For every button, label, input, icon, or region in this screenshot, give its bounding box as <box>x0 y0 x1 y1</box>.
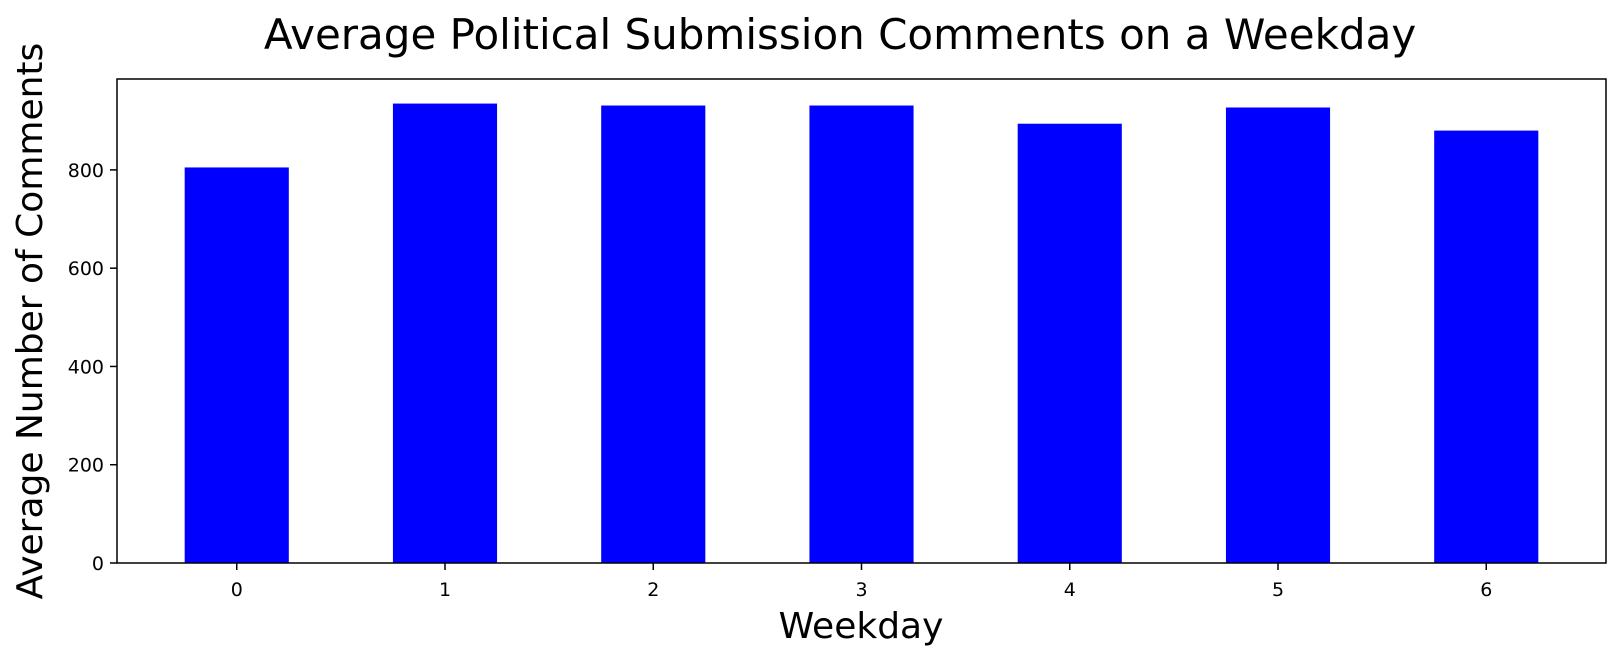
x-tick-label: 2 <box>647 579 659 601</box>
bar-weekday-3 <box>809 105 914 563</box>
x-tick-label: 3 <box>855 579 867 601</box>
y-tick-label: 0 <box>92 553 104 575</box>
y-tick-label: 200 <box>68 455 104 477</box>
x-tick-label: 4 <box>1064 579 1076 601</box>
bar-weekday-5 <box>1225 107 1331 563</box>
x-tick-label: 6 <box>1480 579 1492 601</box>
bar-weekday-1 <box>392 103 498 563</box>
chart-title: Average Political Submission Comments on… <box>264 10 1416 59</box>
bar-weekday-2 <box>601 105 706 563</box>
x-axis-label: Weekday <box>779 606 944 647</box>
x-axis-ticks: 0 1 2 3 4 5 6 <box>231 563 1492 601</box>
bar-weekday-4 <box>1017 123 1122 564</box>
x-tick-label: 5 <box>1272 579 1284 601</box>
x-tick-label: 0 <box>231 579 243 601</box>
y-axis-ticks: 0 200 400 600 800 <box>68 160 117 575</box>
y-tick-label: 800 <box>68 160 104 182</box>
y-tick-label: 600 <box>68 258 104 280</box>
y-axis-label: Average Number of Comments <box>10 43 51 600</box>
y-tick-label: 400 <box>68 356 104 378</box>
x-tick-label: 1 <box>439 579 451 601</box>
bars-layer <box>184 103 1539 564</box>
bar-weekday-0 <box>184 167 289 563</box>
bar-weekday-6 <box>1434 130 1539 563</box>
